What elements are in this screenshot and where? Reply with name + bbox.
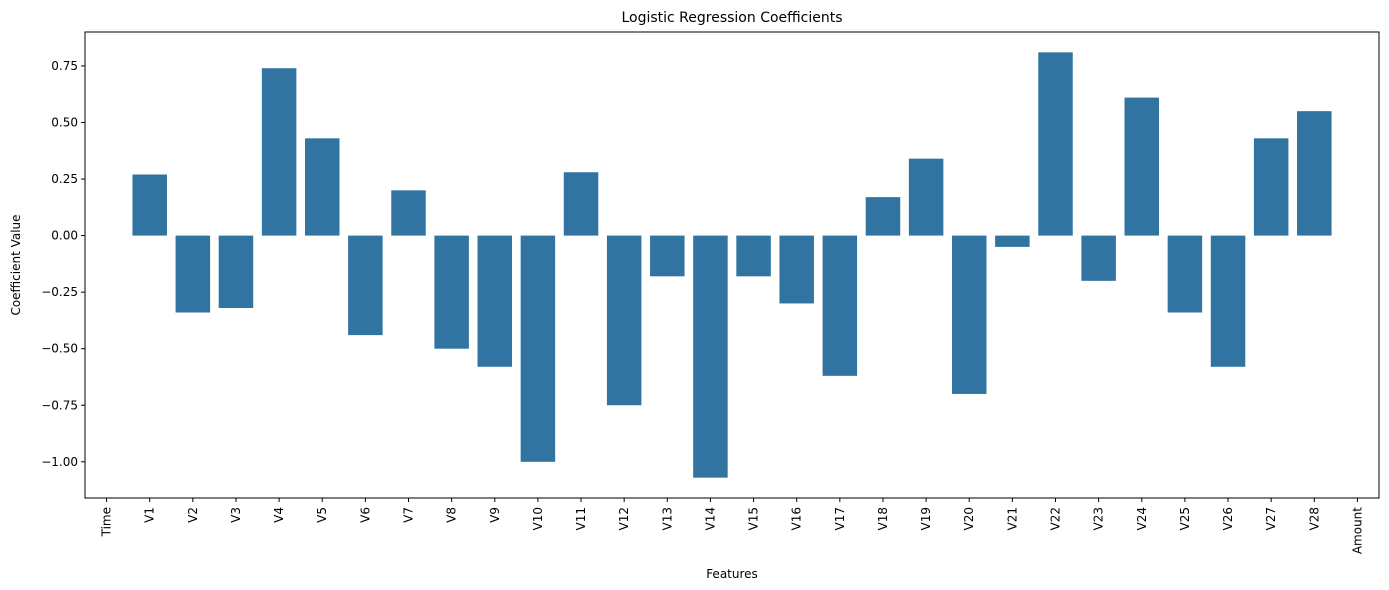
x-tick-label: V4	[272, 507, 286, 523]
x-tick-label: V21	[1005, 507, 1019, 530]
bar-v16	[779, 235, 814, 304]
x-tick-label: V11	[574, 507, 588, 530]
bar-v9	[477, 235, 513, 367]
y-tick-label: 0.00	[51, 229, 78, 243]
bar-v13	[650, 235, 685, 277]
bar-v15	[736, 235, 771, 277]
x-tick-label: Time	[100, 507, 114, 537]
bar-v26	[1210, 235, 1246, 367]
x-tick-label: V16	[790, 507, 804, 530]
bar-v28	[1297, 111, 1332, 236]
bar-v17	[822, 235, 858, 376]
x-tick-label: V6	[358, 507, 372, 523]
y-tick-label: −0.25	[41, 285, 78, 299]
plot-frame	[84, 31, 1380, 499]
x-tick-label: V19	[919, 507, 933, 530]
bar-v25	[1167, 235, 1203, 313]
bar-v4	[261, 68, 297, 236]
y-tick-label: 0.75	[51, 59, 78, 73]
x-axis-ticks: Time V1 V2 V3 V4 V5 V6 V7 V8 V9 V10 V11 V12 V13 V14 V15…	[100, 498, 1364, 554]
y-tick-label: 0.25	[51, 172, 78, 186]
y-tick-label: 0.50	[51, 115, 78, 129]
x-tick-label: V20	[962, 507, 976, 530]
x-tick-label: V1	[143, 507, 157, 523]
bar-v8	[434, 235, 469, 349]
x-tick-label: V9	[488, 507, 502, 523]
bar-v3	[218, 235, 254, 308]
bar-v24	[1124, 97, 1160, 236]
bar-v21	[995, 235, 1030, 247]
x-tick-label: V23	[1092, 507, 1106, 530]
bar-v19	[908, 158, 944, 236]
bars-group	[132, 52, 1332, 478]
x-tick-label: V15	[747, 507, 761, 530]
bar-v5	[304, 138, 340, 236]
bar-v14	[693, 235, 728, 478]
y-axis-ticks: −1.00 −0.75 −0.50 −0.25 0.00 0.25 0.50 0.75	[41, 59, 85, 469]
x-tick-label: V26	[1221, 507, 1235, 530]
x-tick-label: V24	[1135, 507, 1149, 530]
x-tick-label: V7	[402, 507, 416, 523]
chart-title: Logistic Regression Coefficients	[621, 10, 842, 26]
bar-v7	[391, 190, 426, 236]
bar-v23	[1081, 235, 1116, 281]
x-tick-label: V28	[1307, 507, 1321, 530]
x-tick-label: V2	[186, 507, 200, 523]
x-tick-label: V8	[445, 507, 459, 523]
bar-v10	[520, 235, 556, 462]
bar-v22	[1038, 52, 1073, 236]
x-tick-label: V17	[833, 507, 847, 530]
x-tick-label: V27	[1264, 507, 1278, 530]
bar-v2	[175, 235, 211, 313]
x-tick-label: V3	[229, 507, 243, 523]
y-axis-label: Coefficient Value	[9, 214, 23, 315]
bar-v18	[865, 197, 901, 236]
x-tick-label: V13	[660, 507, 674, 530]
x-tick-label: V12	[617, 507, 631, 530]
x-axis-label: Features	[706, 567, 758, 581]
x-tick-label: V22	[1049, 507, 1063, 530]
bar-v6	[348, 235, 383, 336]
x-tick-label: V10	[531, 507, 545, 530]
bar-v27	[1253, 138, 1289, 236]
x-tick-label: V18	[876, 507, 890, 530]
x-tick-label: V5	[315, 507, 329, 523]
bar-v20	[951, 235, 987, 394]
y-tick-label: −0.75	[41, 398, 78, 412]
x-tick-label: V14	[703, 507, 717, 530]
x-tick-label: Amount	[1350, 507, 1364, 554]
bar-v1	[132, 174, 167, 236]
x-tick-label: V25	[1178, 507, 1192, 530]
y-tick-label: −0.50	[41, 342, 78, 356]
y-tick-label: −1.00	[41, 455, 78, 469]
bar-v12	[606, 235, 642, 406]
bar-v11	[563, 172, 599, 236]
